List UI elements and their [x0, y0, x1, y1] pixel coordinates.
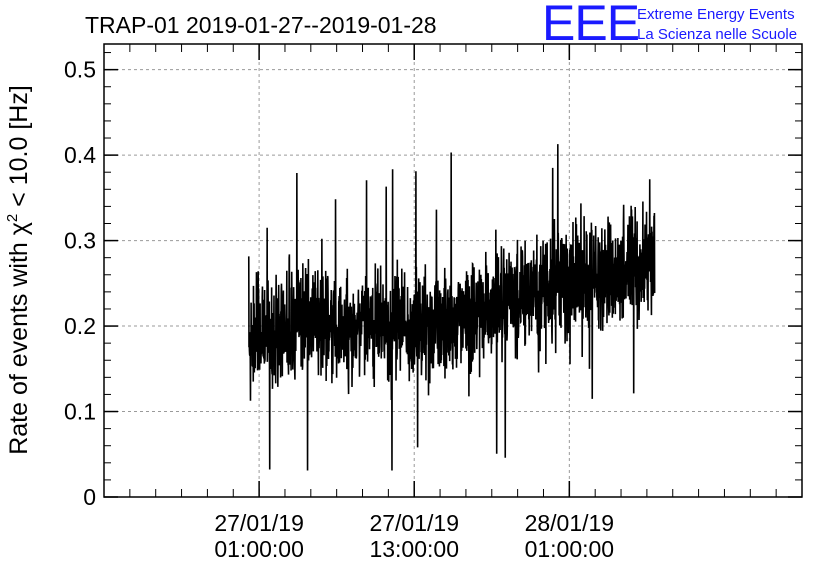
- y-axis-label-chi: χ: [5, 222, 33, 235]
- logo-line-1: Extreme Energy Events: [637, 6, 795, 23]
- eee-logo: EEE Extreme Energy Events La Scienza nel…: [542, 0, 797, 51]
- y-axis-label-suffix: < 10.0 [Hz]: [5, 85, 33, 214]
- x-tick-label-date: 27/01/19: [369, 510, 459, 536]
- grid-lines: [104, 44, 802, 497]
- x-tick-label-time: 01:00:00: [525, 536, 615, 562]
- y-tick-label: 0.2: [64, 313, 96, 339]
- y-axis: 0 0.1 0.2 0.3 0.4 0.5: [64, 52, 802, 510]
- x-tick-label-date: 28/01/19: [525, 510, 615, 536]
- y-tick-label: 0: [83, 484, 96, 510]
- y-axis-label-exponent: 2: [4, 214, 21, 222]
- x-tick-label-time: 13:00:00: [369, 536, 459, 562]
- y-tick-label: 0.5: [64, 57, 96, 83]
- y-axis-label-prefix: Rate of events with: [5, 235, 33, 455]
- x-axis: 27/01/1901:00:0027/01/1913:00:0028/01/19…: [103, 44, 803, 562]
- plot-frame: [103, 43, 803, 498]
- y-tick-label: 0.3: [64, 228, 96, 254]
- x-tick-label-date: 27/01/19: [214, 510, 304, 536]
- logo-mark: EEE: [542, 0, 639, 51]
- y-tick-label: 0.1: [64, 399, 96, 425]
- logo-line-2: La Scienza nelle Scuole: [637, 26, 797, 43]
- series-rate: [247, 144, 656, 471]
- y-axis-label: Rate of events with χ2 < 10.0 [Hz]: [4, 85, 33, 455]
- chart-title: TRAP-01 2019-01-27--2019-01-28: [85, 12, 437, 38]
- x-tick-label-time: 01:00:00: [214, 536, 304, 562]
- series-rate-line: [247, 144, 656, 471]
- y-tick-label: 0.4: [64, 142, 96, 168]
